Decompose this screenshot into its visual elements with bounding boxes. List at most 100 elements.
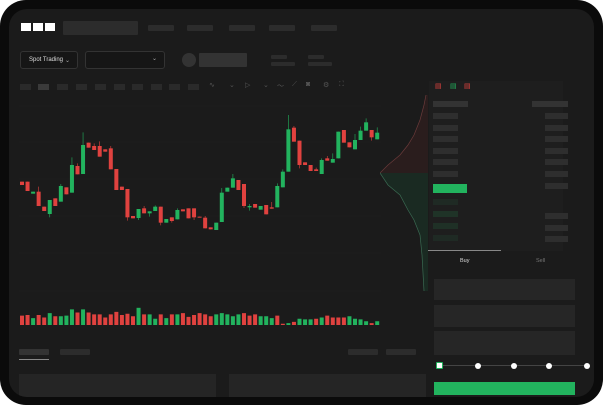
volume-bar [25,315,30,325]
timeframe-button[interactable] [95,84,106,90]
camera-icon[interactable]: ◙ [306,81,311,88]
candle-body [175,210,180,220]
volume-bar [358,319,363,325]
ask-row-price [433,159,458,165]
candle-body [225,187,230,192]
candle-body [308,165,313,171]
volume-bar [47,313,52,325]
nav-item[interactable] [187,25,213,31]
nav-item[interactable] [229,25,255,31]
ask-row-amount [545,125,568,131]
candle-body [64,187,69,195]
price-input[interactable] [434,279,575,300]
chevron-down-icon[interactable]: ⌄ [263,82,269,89]
ask-row-amount [545,148,568,154]
candle-body [158,206,163,223]
timeframe-button[interactable] [76,84,87,90]
candle-body [180,209,185,212]
volume-bar [336,317,341,325]
volume-bar [375,321,380,325]
timeframe-button[interactable] [169,84,180,90]
ask-row-price [433,171,458,177]
timeframe-button[interactable] [20,84,31,90]
tab-underline [19,359,49,360]
ruler-icon[interactable]: ⟋ [292,81,297,88]
nav-item[interactable] [269,25,295,31]
candle-body [264,205,269,215]
timeframe-button[interactable] [57,84,68,90]
timeframe-button[interactable] [151,84,162,90]
settings-icon[interactable]: ⚙ [323,82,330,89]
candle-body [197,216,202,218]
timeframe-button[interactable] [114,84,125,90]
volume-bar [192,315,197,325]
volume-bar [136,307,141,325]
volume-bar [308,319,313,325]
candle-body [58,186,63,202]
candle-body [253,204,258,208]
order-book-asks-icon[interactable]: ▤ [464,83,471,90]
order-book [429,81,563,251]
filter-button[interactable] [348,349,378,355]
buy-button[interactable] [434,382,575,395]
volume-bar [280,323,285,325]
candle-body [75,166,80,175]
chevron-down-icon: ⌄ [64,58,70,64]
volume-bar [153,318,158,325]
order-book-both-icon[interactable]: ▤ [435,83,442,90]
candle-body [114,169,119,190]
volume-bar [219,313,224,325]
indicator-icon[interactable]: ∿ [209,82,215,89]
candlestick-chart[interactable] [9,91,429,331]
volume-bar [131,316,135,325]
filter-button[interactable] [386,349,416,355]
draw-tool-icon[interactable]: ▷ [245,82,251,89]
nav-item[interactable] [311,25,337,31]
tab-order-history[interactable] [60,349,90,355]
amount-slider-handle[interactable] [436,362,443,369]
timeframe-button-active[interactable] [38,84,49,90]
candle-body [92,146,97,150]
volume-bar [203,314,208,325]
volume-bar [330,317,335,325]
line-icon[interactable]: 〜 [277,83,284,90]
slider-node-25[interactable] [475,363,481,369]
timeframe-button[interactable] [188,84,199,90]
ask-row-amount [545,159,568,165]
ask-row-price [433,125,458,131]
ask-row-amount [545,113,568,119]
depth-chart [380,95,428,291]
volume-bar [169,314,174,325]
tab-buy[interactable]: Buy [460,258,470,264]
candle-body [97,146,102,157]
chevron-down-icon[interactable]: ⌄ [229,82,235,89]
volume-bar [353,318,357,325]
timeframe-button[interactable] [132,84,143,90]
nav-item[interactable] [148,25,174,31]
tab-sell[interactable]: Sell [536,258,546,264]
candle-body [353,140,357,150]
volume-bar [264,316,269,325]
volume-bar [291,321,296,325]
tab-open-orders[interactable] [19,349,49,355]
market-type-dropdown[interactable]: Spot Trading ⌄ [20,51,78,69]
candle-body [81,145,86,174]
total-input[interactable] [434,331,575,355]
slider-node-100[interactable] [584,363,590,369]
candle-body [53,198,58,206]
candle-body [119,186,124,190]
candle-body [258,206,263,210]
okx-logo[interactable] [21,23,55,31]
order-book-bids-icon[interactable]: ▤ [450,83,457,90]
pair-dropdown[interactable]: ⌄ [85,51,165,69]
ask-row-price [433,113,458,119]
amount-input[interactable] [434,305,575,327]
volume-bar [297,318,302,325]
slider-node-75[interactable] [546,363,552,369]
search-input[interactable] [63,21,138,35]
fullscreen-icon[interactable]: ⛶ [339,81,344,88]
candle-body [164,219,169,223]
slider-node-50[interactable] [511,363,517,369]
volume-bar [275,315,280,325]
volume-bar [269,318,274,325]
